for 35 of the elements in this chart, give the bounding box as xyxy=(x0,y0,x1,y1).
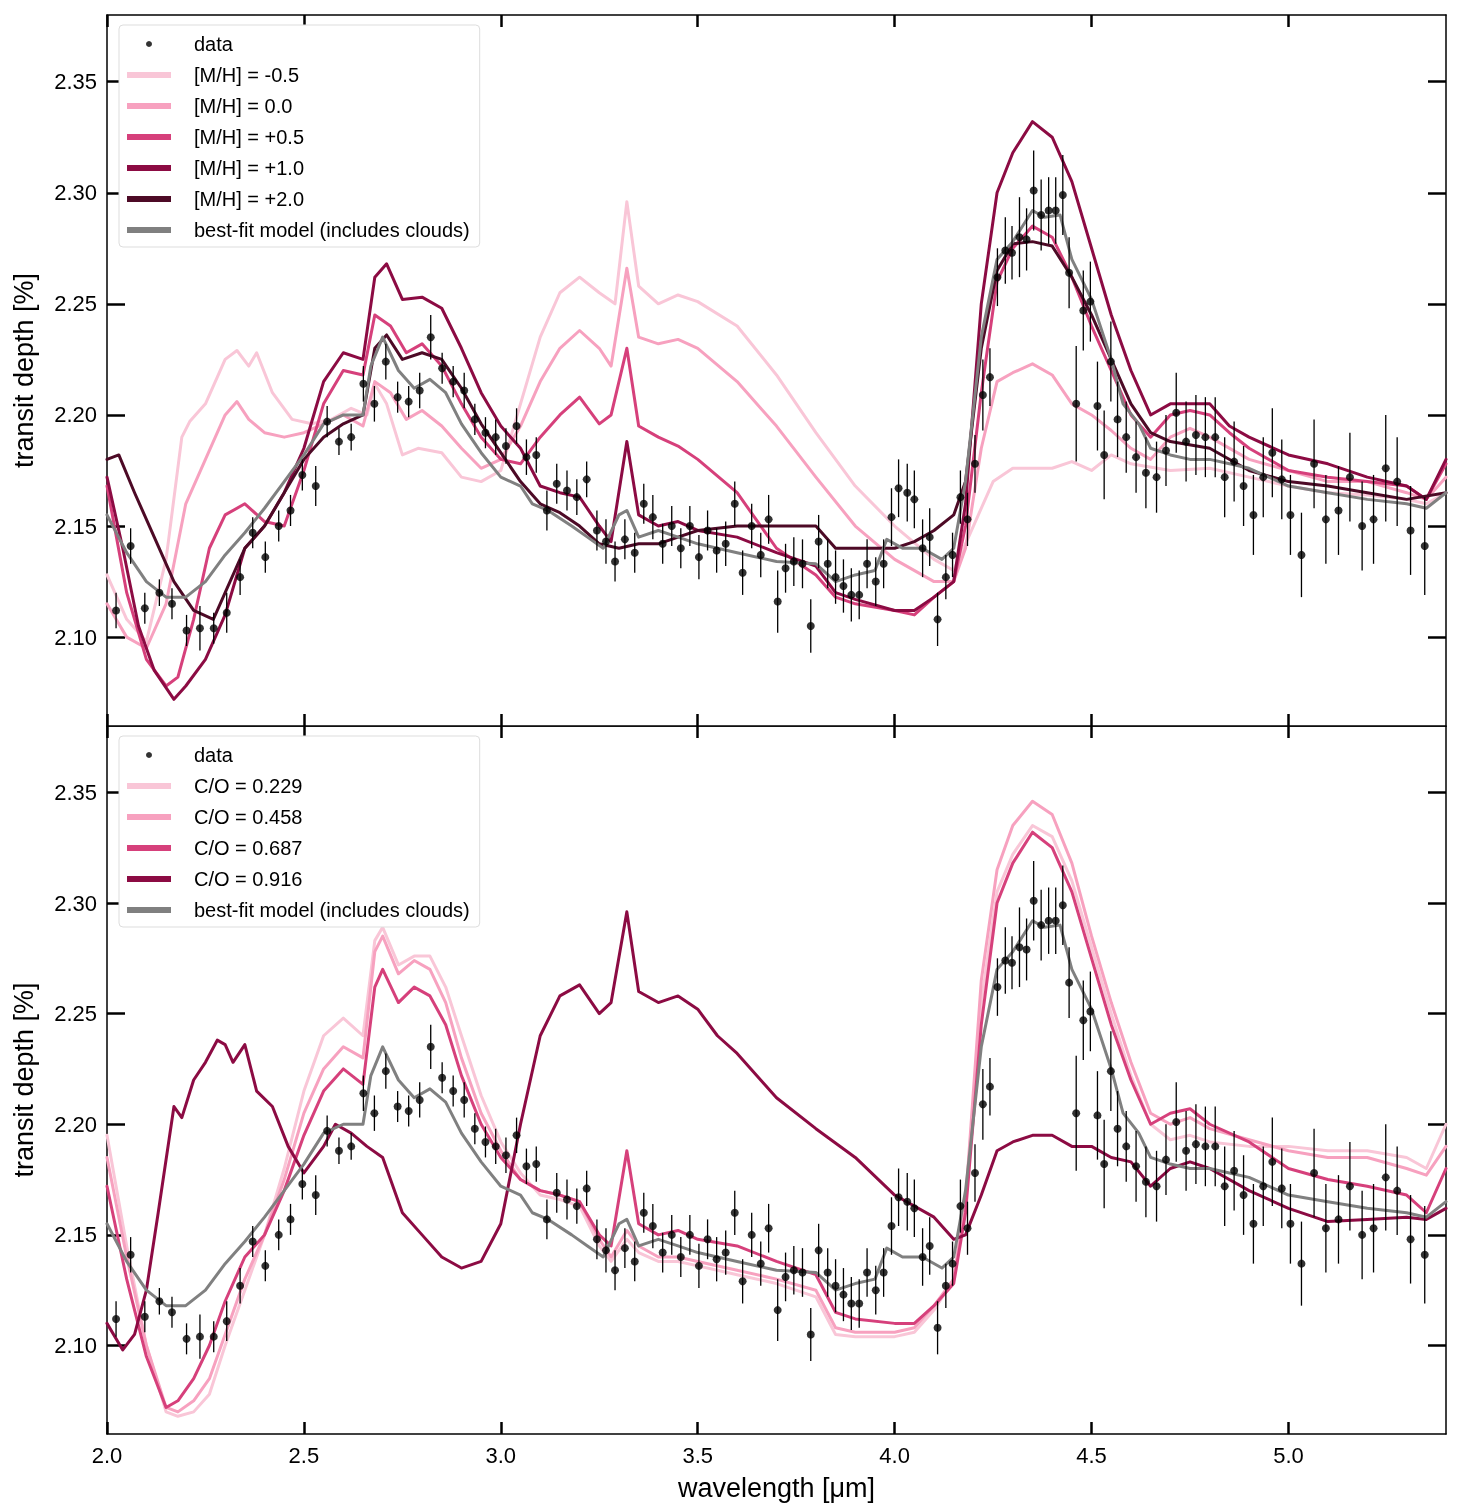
y-tick-label: 2.15 xyxy=(54,1222,97,1248)
y-tick-label: 2.25 xyxy=(54,1001,97,1027)
legend-label: C/O = 0.458 xyxy=(194,806,303,828)
y-axis-title: transit depth [%] xyxy=(8,272,39,469)
x-tick-label: 3.0 xyxy=(485,1442,517,1468)
legend-label: [M/H] = +2.0 xyxy=(194,188,305,210)
x-tick-label: 4.5 xyxy=(1076,1442,1107,1468)
legend-label: C/O = 0.687 xyxy=(194,837,303,859)
legend-label: data xyxy=(194,744,234,766)
y-tick-label: 2.30 xyxy=(54,890,97,916)
y-tick-label: 2.10 xyxy=(54,624,97,650)
legend-label: [M/H] = +1.0 xyxy=(194,157,305,179)
legend-label: best-fit model (includes clouds) xyxy=(194,899,470,921)
y-tick-label: 2.20 xyxy=(54,402,97,428)
y-tick-label: 2.35 xyxy=(54,69,97,95)
legend-label: [M/H] = +0.5 xyxy=(194,126,305,148)
y-tick-label: 2.15 xyxy=(54,513,97,539)
legend-label: C/O = 0.916 xyxy=(194,868,303,890)
x-tick-label: 2.5 xyxy=(288,1442,320,1468)
x-axis-title: wavelength [μm] xyxy=(676,1472,876,1503)
x-tick-label: 3.5 xyxy=(682,1442,714,1468)
y-tick-label: 2.10 xyxy=(54,1333,97,1358)
y-axis-title: transit depth [%] xyxy=(8,982,39,1178)
legend-label: best-fit model (includes clouds) xyxy=(194,219,470,241)
y-tick-label: 2.25 xyxy=(54,291,97,317)
legend-label: [M/H] = 0.0 xyxy=(194,95,293,117)
x-tick-label: 2.0 xyxy=(91,1442,123,1468)
x-tick-label: 4.0 xyxy=(879,1442,910,1468)
y-tick-label: 2.30 xyxy=(54,180,97,206)
legend-label: C/O = 0.229 xyxy=(194,775,303,797)
y-tick-label: 2.35 xyxy=(54,779,97,805)
x-tick-label: 5.0 xyxy=(1273,1442,1304,1468)
legend-label: [M/H] = -0.5 xyxy=(194,64,300,86)
y-tick-label: 2.20 xyxy=(54,1111,97,1137)
legend-label: data xyxy=(194,33,234,55)
